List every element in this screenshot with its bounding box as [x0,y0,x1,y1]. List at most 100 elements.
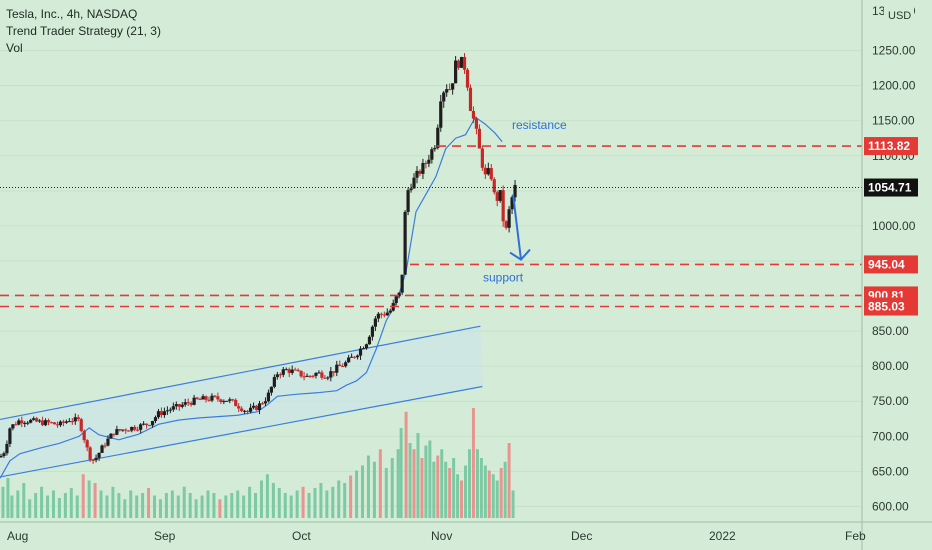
volume-bar [390,458,394,518]
volume-bar [404,411,408,518]
candle-body [335,364,339,373]
candle-body [495,192,499,201]
candle-body [32,418,36,420]
strategy-line [0,116,503,479]
candle-body [352,356,357,358]
time-tick-label: 2022 [709,529,736,543]
volume-bar [218,499,222,518]
candle-body [477,128,481,149]
candle-body [317,372,321,374]
candle-body [367,336,372,345]
candle-body [144,423,149,426]
symbol-title[interactable]: Tesla, Inc., 4h, NASDAQ [6,7,138,21]
volume-bar [206,490,210,518]
candle-body [94,457,98,461]
candle-body [308,375,312,377]
candle-body [347,357,351,363]
volume-bar [176,495,180,518]
candle-body [198,398,202,400]
candle-body [370,326,375,337]
price-tick-label: 1200.00 [872,79,916,93]
candle-body [275,374,279,378]
candle-body [70,421,74,423]
candle-body [109,433,113,439]
time-tick-label: Aug [7,529,28,543]
candle-body [379,313,383,315]
candle-body [156,411,161,418]
candle-body [124,429,128,431]
candle-body [385,312,389,316]
candle-body [448,89,452,91]
volume-bar [507,443,511,518]
strategy-label[interactable]: Trend Trader Strategy (21, 3) [6,24,161,38]
candle-body [76,417,80,420]
resistance-label: resistance [512,118,567,132]
candle-body [409,188,413,191]
price-axis-background [862,0,932,550]
candle-body [85,440,89,448]
candle-body [26,422,30,424]
candle-body [269,386,273,393]
volume-bar [22,483,26,518]
candle-body [400,274,404,293]
candle-body [64,421,68,423]
candle-body [222,401,226,403]
level-price-box-text: 1113.82 [868,139,910,153]
chart-legend: Tesla, Inc., 4h, NASDAQ Trend Trader Str… [6,6,161,57]
down-arrow-shaft [512,194,522,260]
candle-body [433,147,437,150]
volume-bars [1,408,515,518]
candle-body [121,429,125,431]
candle-body [195,397,199,399]
candle-body [278,374,282,376]
candle-body [52,422,57,425]
candle-body [504,221,508,228]
candle-body [43,420,48,426]
candle-body [40,420,45,426]
current-price-box-text: 1054.71 [868,181,912,195]
candle-body [486,168,490,175]
support-label: support [483,270,524,284]
candle-body [293,369,297,371]
candle-body [153,417,158,421]
candle-body [361,348,366,350]
candle-body [320,372,324,378]
candle-body [20,420,24,424]
candle-body [507,209,511,228]
volume-label[interactable]: Vol [6,41,23,55]
candle-body [430,149,434,160]
candle-body [302,376,306,378]
candle-body [489,168,493,180]
candle-body [456,60,461,68]
candle-body [382,314,386,316]
volume-bar [248,486,252,518]
candle-body [29,419,33,423]
candle-body [412,177,416,189]
candle-body [358,348,363,356]
candle-body [150,420,155,426]
candle-body [8,428,12,444]
candle-body [246,410,250,412]
volume-bar [277,488,281,518]
candle-body [46,420,51,423]
volume-bar [319,483,323,518]
candle-body [471,110,476,119]
candle-body [332,371,336,373]
candle-body [403,211,407,275]
candle-body [281,369,285,375]
volume-bar [40,486,44,518]
candle-body [82,430,86,441]
candle-body [364,344,369,349]
time-tick-label: Feb [845,529,866,543]
volume-bar [428,440,432,518]
candle-body [439,101,443,128]
volume-bar [271,483,275,518]
candle-body [216,396,220,400]
candle-body [139,424,143,430]
candle-body [287,369,291,373]
candle-body [341,366,345,368]
volume-bar [105,495,109,518]
candle-body [2,453,6,456]
